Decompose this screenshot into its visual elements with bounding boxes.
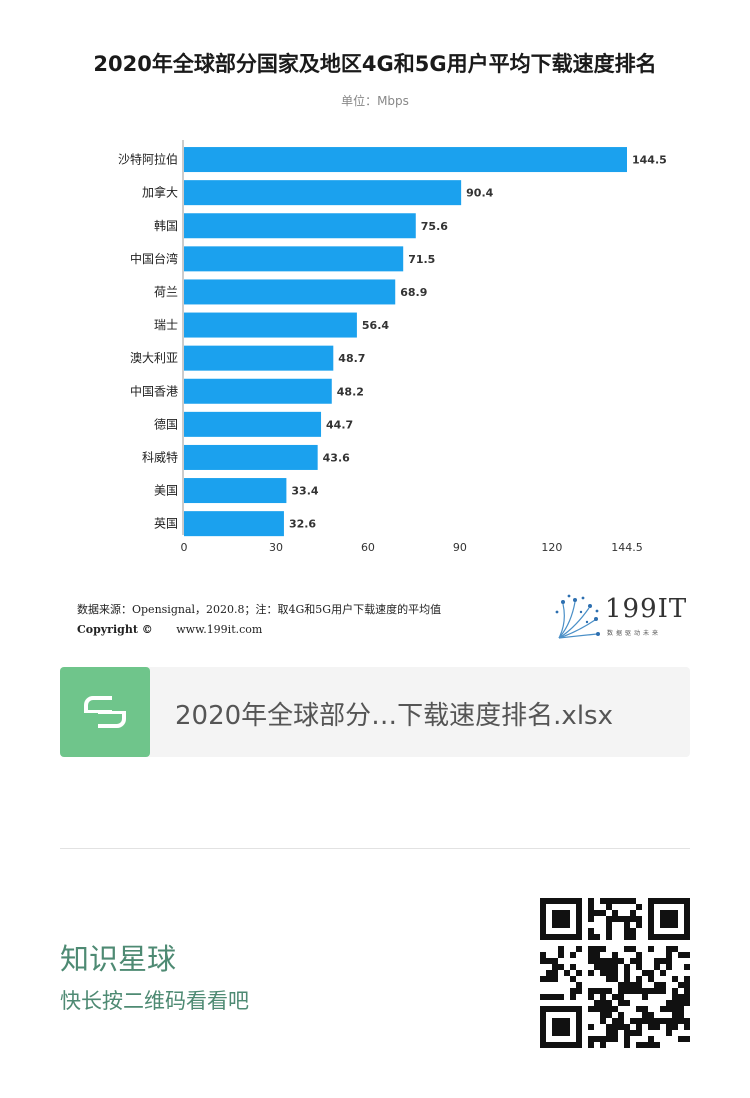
promo-title: 知识星球	[60, 942, 177, 976]
category-label: 英国	[154, 517, 178, 531]
x-tick-label: 30	[269, 541, 283, 554]
category-label: 美国	[154, 484, 178, 498]
data-label: 56.4	[362, 319, 389, 332]
bar	[184, 378, 332, 404]
spreadsheet-s-icon	[60, 667, 150, 757]
bar	[184, 444, 318, 470]
copyright: Copyright © www.199it.com	[77, 623, 262, 636]
copyright-label: Copyright ©	[77, 623, 153, 636]
promo-subtitle: 快长按二维码看看吧	[60, 989, 249, 1013]
file-name: 2020年全球部分…下载速度排名.xlsx	[175, 701, 613, 731]
data-source: 数据来源：Opensignal，2020.8；注：取4G和5G用户下载速度的平均…	[77, 603, 442, 616]
data-label: 68.9	[400, 286, 427, 299]
bar	[184, 279, 396, 305]
x-tick-label: 90	[453, 541, 467, 554]
x-tick-label: 144.5	[611, 541, 643, 554]
bar	[184, 511, 284, 537]
bar	[184, 180, 462, 206]
category-label: 加拿大	[142, 185, 178, 200]
x-tick-label: 60	[361, 541, 375, 554]
x-tick-label: 120	[541, 541, 562, 554]
data-label: 48.7	[338, 352, 365, 365]
bar	[184, 411, 322, 437]
data-label: 144.5	[632, 154, 667, 167]
data-label: 90.4	[466, 187, 493, 200]
category-label: 中国台湾	[130, 251, 178, 266]
category-label: 荷兰	[154, 285, 178, 299]
category-label: 德国	[154, 416, 178, 431]
website-link[interactable]: www.199it.com	[176, 623, 263, 636]
bar	[184, 147, 627, 173]
bar	[184, 312, 357, 338]
data-label: 33.4	[291, 485, 318, 498]
data-label: 32.6	[289, 518, 316, 531]
category-label: 中国香港	[130, 383, 178, 398]
data-label: 48.2	[337, 385, 364, 398]
data-label: 71.5	[408, 253, 435, 266]
chart-title: 2020年全球部分国家及地区4G和5G用户平均下载速度排名	[93, 52, 657, 76]
file-attachment-card[interactable]: 2020年全球部分…下载速度排名.xlsx	[60, 667, 690, 757]
data-label: 43.6	[323, 451, 350, 464]
bar	[184, 478, 287, 504]
199it-logo: 199IT 数据驱动未来	[553, 592, 686, 642]
chart-unit: 单位：Mbps	[341, 94, 409, 108]
bar	[184, 213, 416, 239]
logo-tagline: 数据驱动未来	[607, 630, 662, 637]
logo-text: 199IT	[605, 594, 688, 624]
category-label: 韩国	[154, 218, 178, 233]
category-label: 澳大利亚	[130, 351, 178, 365]
category-label: 沙特阿拉伯	[118, 152, 178, 167]
dandelion-icon	[555, 594, 600, 639]
data-label: 44.7	[326, 418, 353, 431]
data-label: 75.6	[421, 220, 448, 233]
category-label: 瑞士	[154, 318, 178, 332]
qr-code-icon[interactable]	[540, 898, 690, 1048]
x-tick-label: 0	[181, 541, 188, 554]
divider	[60, 848, 690, 849]
bar	[184, 345, 334, 371]
bar-chart: 沙特阿拉伯 144.5 加拿大 90.4 韩国 75.6 中国台湾 71.5 荷兰 68.9 瑞士 5…	[118, 140, 667, 554]
bar	[184, 246, 404, 272]
category-label: 科威特	[142, 449, 178, 464]
